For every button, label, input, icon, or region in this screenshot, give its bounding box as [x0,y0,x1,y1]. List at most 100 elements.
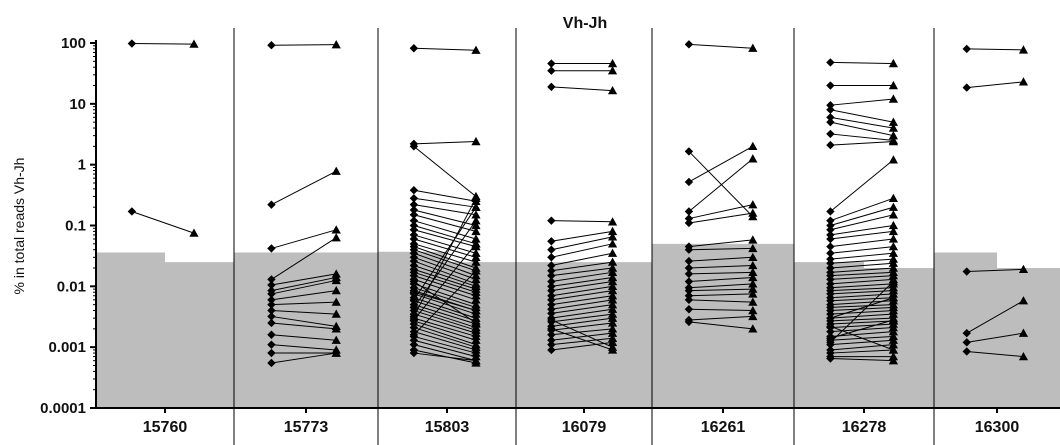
pair-line [413,249,477,272]
group-16261 [684,40,758,333]
diamond-marker [826,129,835,139]
triangle-marker [748,243,758,253]
triangle-marker [471,226,481,236]
pair-line [413,331,477,351]
diamond-marker [409,200,419,209]
triangle-marker [607,345,618,354]
diamond-marker [684,277,694,286]
triangle-marker [1018,296,1029,305]
pair-line [966,48,1024,51]
diamond-marker [826,327,835,336]
triangle-marker [888,340,898,349]
triangle-marker [888,293,898,302]
diamond-marker [409,295,419,305]
pair-line [966,268,1024,273]
triangle-marker [471,202,481,211]
pair-line [966,332,1024,343]
diamond-marker [267,289,276,299]
pair-line [688,158,754,212]
diamond-marker [826,259,835,268]
diamond-marker [409,315,419,325]
pair-line [688,43,753,49]
triangle-marker [607,318,618,327]
diamond-marker [409,194,419,203]
triangle-marker [471,266,481,275]
triangle-marker [471,210,481,219]
pair-line [688,204,753,220]
pair-line [830,197,894,222]
pair-line [413,238,477,258]
pair-line [413,225,477,245]
diamond-marker [267,200,276,209]
triangle-marker [607,313,618,322]
pair-line [413,278,477,301]
diamond-marker [547,309,556,318]
threshold-band-16079 [516,262,652,408]
diamond-marker [826,354,835,363]
y-tick-labels: 100 10 1 0.1 0.01 0.001 0.0001 [40,35,86,417]
triangle-marker [471,216,481,225]
pair-line [830,252,894,260]
diamond-marker [547,330,556,339]
triangle-marker [888,248,898,257]
triangle-marker [888,226,898,236]
triangle-marker [471,305,481,315]
diamond-marker [547,261,556,270]
triangle-marker [331,297,341,306]
triangle-marker [888,193,898,202]
triangle-marker [888,58,898,68]
pair-line [413,145,477,197]
pair-line [830,281,894,343]
x-category-label: 16278 [842,419,887,436]
x-category-label: 15760 [143,419,188,436]
pair-line [830,159,894,212]
triangle-marker [471,239,481,248]
triangle-marker [331,335,341,344]
diamond-marker [547,237,556,246]
diamond-marker [962,338,971,347]
diamond-marker [409,336,419,345]
pair-line [688,271,753,275]
pair-line [413,275,477,297]
pair-line [413,287,477,308]
pair-line [271,237,337,280]
diamond-marker [684,245,694,254]
pair-line [413,310,477,331]
triangle-marker [331,275,341,285]
diamond-marker [684,317,694,327]
group-15803 [409,44,481,367]
triangle-marker [471,220,481,230]
triangle-marker [888,80,898,90]
diamond-marker [547,59,556,68]
pair-line [830,319,894,339]
triangle-marker [607,226,618,236]
pair-line [551,337,613,346]
y-tick-label: 100 [61,35,86,52]
diamond-marker [547,336,556,345]
pair-line [830,349,894,354]
diamond-marker [684,147,694,156]
diamond-marker [684,207,694,216]
threshold-band-16300 [934,252,1060,408]
pair-line [966,81,1024,89]
pair-line [551,285,613,297]
diamond-marker [547,66,556,75]
diamond-marker [267,41,276,50]
triangle-marker [748,260,758,270]
diamond-marker [267,312,276,321]
triangle-marker [748,272,758,282]
diamond-marker [547,271,556,280]
triangle-marker [607,86,618,95]
y-tick-label: 0.0001 [40,400,86,417]
triangle-marker [748,208,758,217]
pair-line [271,290,337,301]
triangle-marker [888,220,898,230]
diamond-marker [127,207,137,216]
pair-line [688,308,753,312]
diamond-marker [267,348,276,358]
diamond-marker [826,216,835,225]
triangle-marker [1018,351,1029,361]
pair-line [413,297,477,319]
pair-line [413,265,477,287]
x-category-labels: 15760 15773 15803 16079 16261 16278 16300 [143,419,1020,436]
